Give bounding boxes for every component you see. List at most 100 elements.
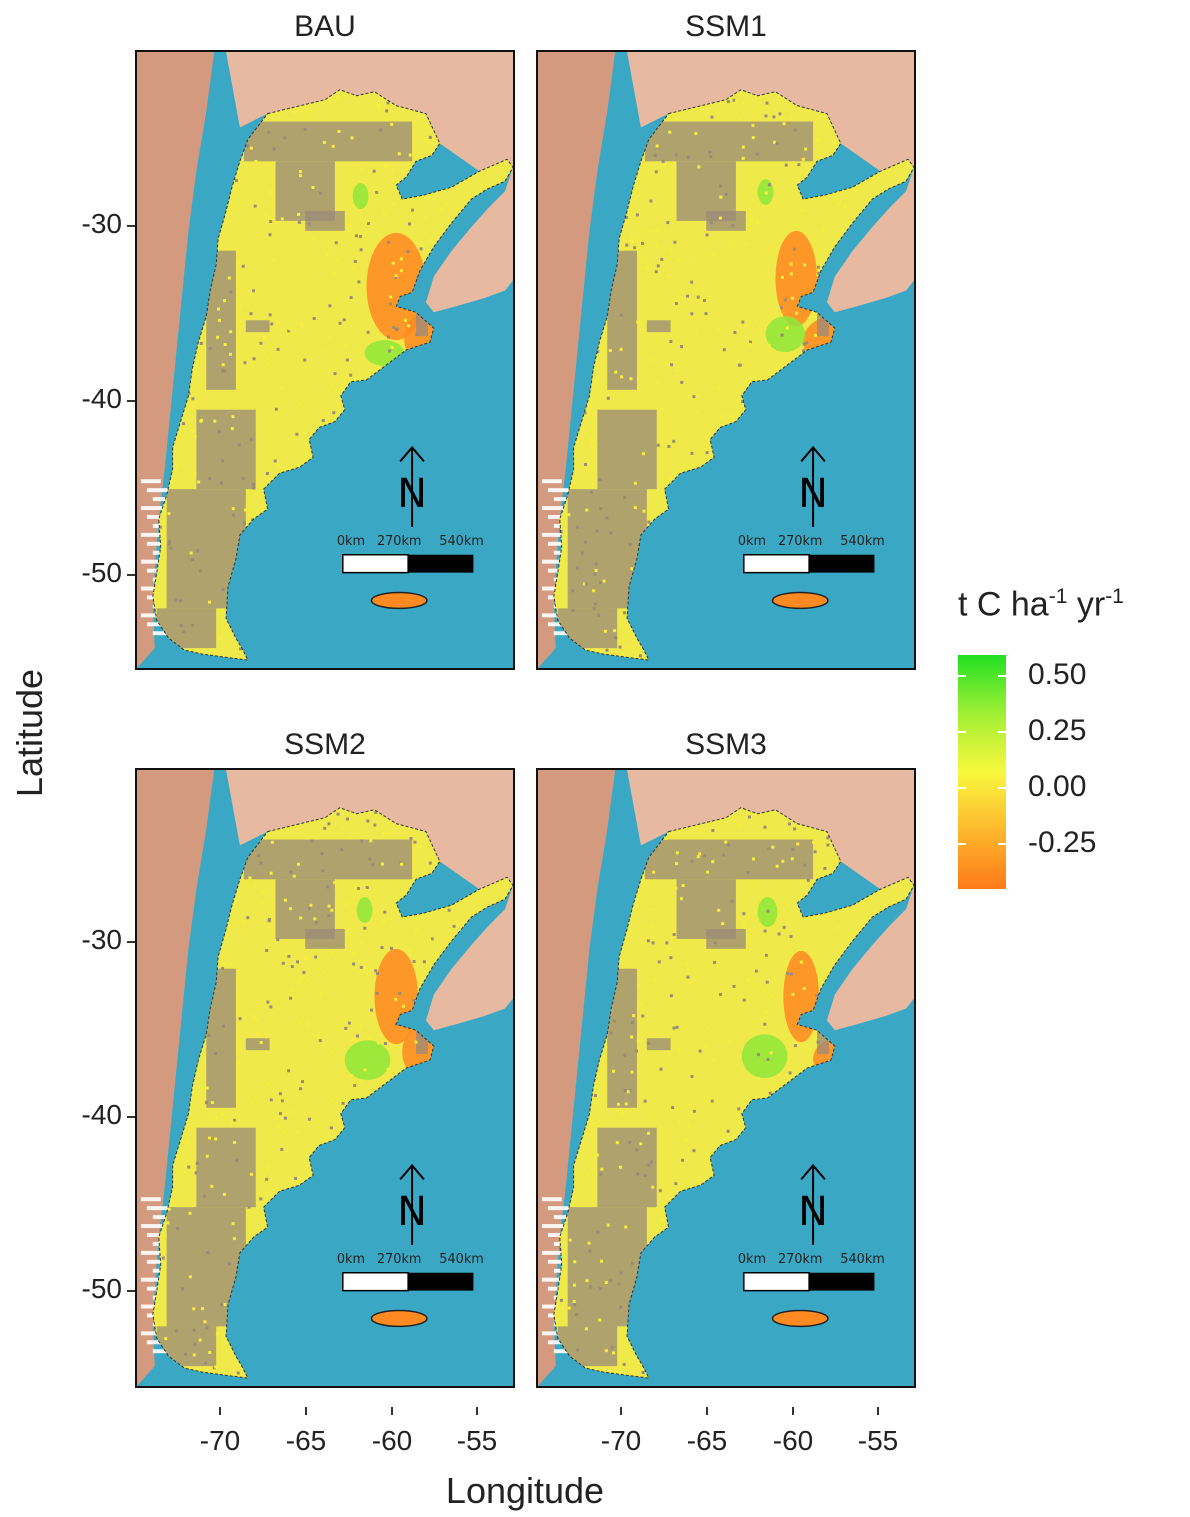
pixel-speckle — [791, 848, 795, 852]
pixel-speckle — [259, 341, 263, 345]
y-tick-label: -40 — [81, 383, 122, 414]
pixel-speckle — [413, 840, 417, 844]
pixel-speckle — [257, 854, 261, 858]
pixel-speckle — [221, 966, 225, 970]
pixel-speckle — [772, 115, 776, 119]
pixel-speckle — [185, 1140, 189, 1144]
pixel-speckle — [297, 220, 301, 224]
pixel-speckle — [674, 302, 678, 305]
pixel-speckle — [717, 908, 721, 912]
pixel-speckle — [605, 648, 609, 652]
pixel-speckle — [207, 1033, 211, 1037]
pixel-speckle — [667, 116, 671, 120]
y-tick-mark — [127, 1116, 135, 1118]
pixel-speckle — [789, 972, 793, 976]
pixel-speckle — [593, 1121, 597, 1125]
pixel-speckle — [314, 955, 318, 959]
pixel-speckle — [291, 988, 295, 992]
pixel-speckle — [823, 866, 827, 870]
pixel-speckle — [802, 342, 806, 346]
x-tick-label: -55 — [456, 1425, 498, 1456]
pixel-speckle — [672, 439, 676, 443]
pixel-speckle — [654, 270, 658, 274]
pixel-speckle — [710, 1099, 714, 1103]
legend-label: 0.25 — [1028, 714, 1087, 747]
pixel-speckle — [419, 247, 423, 251]
pixel-speckle — [633, 246, 637, 250]
pixel-speckle — [347, 836, 351, 840]
pixel-speckle — [158, 525, 162, 529]
y-tick-mark — [127, 941, 135, 943]
pixel-speckle — [358, 1080, 362, 1084]
pixel-speckle — [651, 941, 655, 945]
north-arrow-icon: N — [798, 445, 828, 527]
pixel-speckle — [751, 857, 755, 861]
pixel-speckle — [599, 1172, 603, 1176]
pixel-speckle — [628, 1089, 632, 1093]
pixel-speckle — [296, 862, 300, 866]
pixel-speckle — [614, 636, 618, 640]
pixel-speckle — [665, 941, 669, 945]
pixel-speckle — [385, 109, 389, 113]
pixel-speckle — [292, 110, 296, 114]
pixel-speckle — [633, 506, 637, 510]
chile-land — [137, 770, 215, 1386]
pixel-speckle — [296, 1130, 300, 1134]
scale-bar-white — [342, 1271, 409, 1292]
argentina-border — [152, 89, 513, 661]
pixel-speckle — [664, 163, 667, 167]
ice-patch — [140, 1277, 169, 1282]
pixel-speckle — [174, 598, 178, 602]
no-data-area — [597, 409, 657, 490]
pixel-speckle — [672, 933, 676, 937]
pixel-speckle — [304, 956, 308, 960]
pixel-speckle — [289, 870, 293, 874]
pixel-speckle — [571, 589, 575, 593]
pixel-speckle — [836, 926, 840, 930]
pixel-speckle — [628, 1140, 632, 1144]
scale-bar: 0km 270km 540km — [337, 1252, 484, 1292]
pixel-speckle — [649, 199, 653, 203]
pixel-speckle — [709, 155, 713, 159]
falklands-islands — [370, 1309, 428, 1328]
pixel-speckle — [671, 1106, 675, 1110]
pixel-speckle — [296, 960, 300, 964]
ice-patch — [146, 514, 167, 519]
pixel-speckle — [268, 313, 272, 317]
pixel-speckle — [297, 464, 301, 468]
pixel-speckle — [656, 264, 660, 268]
pixel-speckle — [593, 602, 597, 606]
pixel-speckle — [390, 916, 394, 920]
pixel-speckle — [247, 1205, 251, 1209]
pixel-speckle — [785, 99, 789, 103]
pixel-speckle — [713, 941, 717, 945]
pixel-speckle — [237, 261, 241, 265]
legend-tick — [958, 843, 966, 845]
pixel-speckle — [741, 145, 745, 149]
pixel-speckle — [686, 294, 689, 298]
pixel-speckle — [687, 981, 691, 985]
pixel-speckle — [363, 926, 367, 930]
pixel-speckle — [368, 857, 372, 861]
pixel-speckle — [619, 1305, 623, 1309]
pixel-speckle — [573, 1260, 577, 1264]
chile-land — [137, 52, 215, 668]
pixel-speckle — [766, 1057, 770, 1061]
pixel-speckle — [203, 1320, 207, 1324]
pixel-speckle — [445, 201, 449, 205]
pixel-speckle — [253, 204, 257, 208]
no-data-area — [245, 320, 270, 333]
pixel-speckle — [318, 1039, 322, 1043]
pixel-speckle — [299, 321, 303, 325]
pixel-speckle — [201, 1307, 205, 1311]
x-tick-mark — [391, 1407, 393, 1415]
pixel-speckle — [168, 539, 172, 543]
pixel-speckle — [733, 330, 737, 334]
pixel-speckle — [764, 114, 768, 118]
pixel-speckle — [815, 994, 819, 997]
pixel-speckle — [338, 321, 342, 325]
pixel-speckle — [800, 209, 804, 213]
pixel-speckle — [706, 870, 710, 874]
pixel-speckle — [354, 234, 358, 238]
pixel-speckle — [707, 1026, 711, 1030]
